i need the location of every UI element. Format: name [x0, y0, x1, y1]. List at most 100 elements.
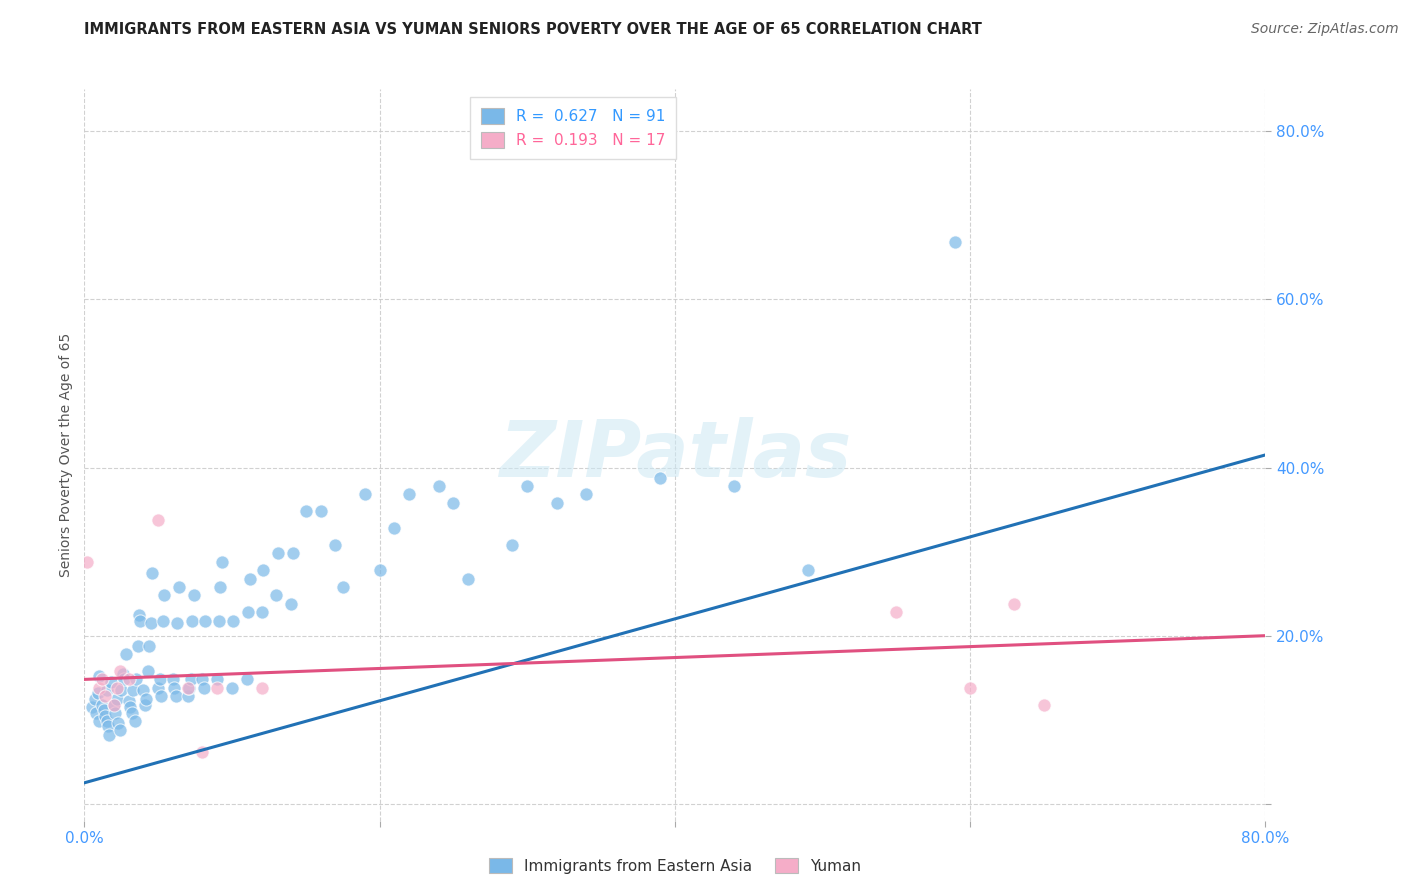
Point [648, 470, 672, 484]
Point [103, 698, 125, 712]
Point [118, 673, 141, 687]
Y-axis label: Seniors Poverty Over the Age of 65: Seniors Poverty Over the Age of 65 [59, 333, 73, 577]
Point [97, 719, 120, 733]
Point [575, 487, 598, 501]
Point [398, 487, 420, 501]
Point [148, 513, 170, 527]
Point [121, 706, 143, 720]
Point [886, 605, 908, 619]
Point [120, 700, 142, 714]
Point [1004, 597, 1026, 611]
Point [125, 673, 148, 687]
Point [238, 605, 260, 619]
Point [127, 639, 149, 653]
Point [149, 673, 172, 687]
Point [165, 690, 187, 704]
Point [118, 694, 141, 708]
Point [100, 674, 122, 689]
Point [796, 563, 818, 577]
Point [107, 716, 129, 731]
Point [264, 588, 288, 602]
Text: Source: ZipAtlas.com: Source: ZipAtlas.com [1251, 22, 1399, 37]
Point [180, 673, 202, 687]
Point [546, 496, 568, 510]
Point [179, 681, 201, 695]
Point [368, 563, 391, 577]
Point [222, 614, 245, 628]
Point [94, 708, 117, 723]
Point [132, 683, 155, 698]
Point [221, 681, 243, 695]
Point [114, 647, 136, 661]
Point [239, 572, 262, 586]
Point [167, 580, 190, 594]
Point [86, 686, 108, 700]
Point [723, 479, 745, 493]
Point [166, 616, 188, 631]
Point [124, 714, 146, 729]
Point [94, 690, 117, 704]
Point [139, 616, 162, 631]
Point [208, 614, 231, 628]
Point [516, 479, 538, 493]
Point [96, 714, 118, 729]
Point [153, 588, 176, 602]
Point [112, 673, 135, 687]
Point [105, 681, 128, 695]
Point [163, 681, 186, 695]
Point [354, 487, 377, 501]
Point [150, 690, 173, 704]
Point [80, 700, 103, 714]
Point [138, 639, 160, 653]
Point [136, 664, 159, 678]
Point [93, 703, 115, 717]
Point [191, 673, 214, 687]
Point [87, 669, 111, 683]
Point [177, 690, 200, 704]
Point [457, 572, 479, 586]
Legend: R =  0.627   N = 91, R =  0.193   N = 17: R = 0.627 N = 91, R = 0.193 N = 17 [470, 97, 676, 159]
Point [110, 683, 132, 698]
Point [250, 605, 273, 619]
Point [148, 681, 170, 695]
Point [83, 691, 105, 706]
Point [235, 673, 259, 687]
Point [1032, 698, 1054, 712]
Point [441, 496, 464, 510]
Point [104, 706, 127, 720]
Point [128, 607, 150, 622]
Point [103, 698, 125, 712]
Point [211, 555, 233, 569]
Point [194, 614, 217, 628]
Point [295, 504, 318, 518]
Point [205, 681, 228, 695]
Point [191, 745, 214, 759]
Point [84, 706, 107, 720]
Point [91, 673, 114, 687]
Point [105, 691, 128, 706]
Point [427, 479, 450, 493]
Point [162, 673, 184, 687]
Point [135, 691, 157, 706]
Point [267, 546, 290, 560]
Point [250, 681, 273, 695]
Point [76, 555, 98, 569]
Point [108, 664, 131, 678]
Point [152, 614, 174, 628]
Text: ZIPatlas: ZIPatlas [499, 417, 851, 493]
Point [252, 563, 274, 577]
Point [129, 614, 152, 628]
Point [91, 698, 114, 712]
Point [193, 681, 215, 695]
Point [959, 681, 981, 695]
Point [177, 681, 200, 695]
Point [332, 580, 354, 594]
Point [122, 683, 145, 698]
Point [281, 546, 304, 560]
Point [87, 714, 111, 729]
Point [209, 580, 232, 594]
Point [323, 538, 347, 552]
Point [309, 504, 332, 518]
Point [501, 538, 523, 552]
Text: IMMIGRANTS FROM EASTERN ASIA VS YUMAN SENIORS POVERTY OVER THE AGE OF 65 CORRELA: IMMIGRANTS FROM EASTERN ASIA VS YUMAN SE… [84, 22, 983, 37]
